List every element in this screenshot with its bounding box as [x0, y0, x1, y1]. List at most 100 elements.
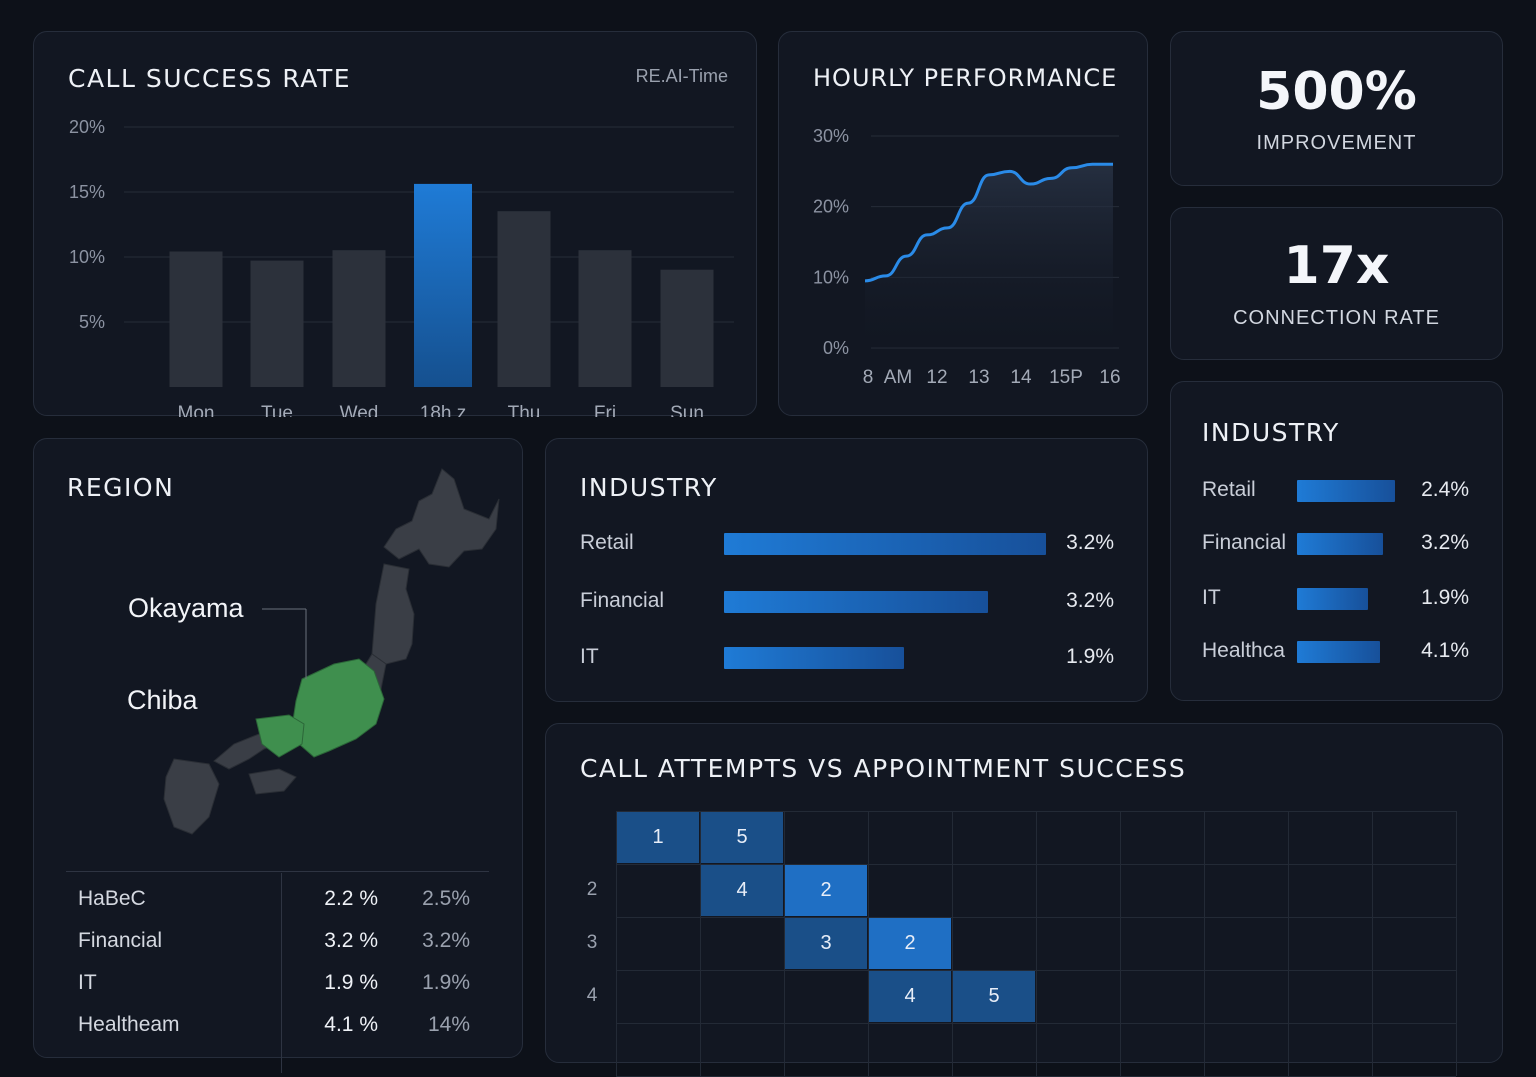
industry-right-name: Financial [1202, 531, 1287, 554]
kpi-improvement-value: 500% [1256, 62, 1417, 122]
x-tick-label: Mon [178, 403, 215, 417]
y-tick-label: 5% [79, 312, 105, 332]
industry-right-panel: INDUSTRY Retail 2.4% Financial 3.2% IT 1.9% He… [1170, 381, 1503, 701]
region-panel: REGION Okayama Chiba HaBeC 2.2 % 2.5% Finan… [33, 438, 523, 1073]
bar-wed[interactable] [332, 250, 386, 387]
bar-tue[interactable] [250, 260, 304, 387]
industry-mid-row[interactable]: Financial 3.2% [546, 589, 1147, 619]
hourly-line-chart: 0% 10% 20% 30% 8 AM 12 13 14 15P 16 [813, 126, 1121, 388]
industry-right-bar [1297, 641, 1380, 663]
performance-line[interactable] [864, 162, 1113, 283]
region-table-row[interactable]: HaBeC 2.2 % 2.5% [78, 887, 502, 927]
region-row-compare: 14% [427, 1013, 470, 1036]
bar-sun[interactable] [660, 269, 714, 387]
heatmap-cell[interactable]: 5 [701, 812, 783, 863]
industry-right-row[interactable]: Retail 2.4% [1171, 478, 1502, 508]
region-row-name: Financial [78, 929, 163, 952]
region-row-name: Healtheam [78, 1013, 180, 1036]
region-row-name: HaBeC [78, 887, 146, 910]
heatmap-cell[interactable]: 1 [617, 812, 699, 863]
region-table-row[interactable]: IT 1.9 % 1.9% [78, 971, 502, 1011]
bar-thu[interactable] [497, 211, 551, 387]
region-row-compare: 3.2% [422, 929, 470, 952]
heatmap-grid-line [616, 917, 1456, 918]
industry-mid-value: 3.2% [1066, 589, 1114, 612]
japan-map [163, 468, 500, 835]
region-row-value: 2.2 % [324, 887, 378, 910]
bar-mon[interactable] [169, 251, 223, 388]
industry-right-value: 1.9% [1421, 586, 1469, 609]
x-tick-label: Wed [340, 403, 379, 417]
bar-18h-z[interactable] [414, 183, 472, 387]
industry-mid-bar [724, 533, 1046, 555]
region-row-name: IT [78, 971, 97, 994]
heatmap-grid-line [1204, 811, 1205, 1076]
industry-right-row[interactable]: Healthca 4.1% [1171, 639, 1502, 669]
industry-right-row[interactable]: IT 1.9% [1171, 586, 1502, 616]
region-row-value: 3.2 % [324, 929, 378, 952]
industry-right-row[interactable]: Financial 3.2% [1171, 531, 1502, 561]
call-success-title: CALL SUCCESS RATE [68, 64, 352, 93]
industry-right-value: 3.2% [1421, 531, 1469, 554]
industry-right-value: 2.4% [1421, 478, 1469, 501]
heatmap-cell[interactable]: 3 [785, 918, 867, 969]
y-tick-label: 20% [69, 117, 105, 137]
heatmap-grid-line [616, 811, 617, 1076]
x-tick-label: 15P [1049, 367, 1083, 388]
heatmap-cell[interactable]: 2 [869, 918, 951, 969]
heatmap-grid-line [1288, 811, 1289, 1076]
shikoku-shape [248, 768, 297, 795]
region-label-chiba: Chiba [127, 685, 198, 715]
heatmap-cell[interactable]: 5 [953, 971, 1035, 1022]
industry-right-name: IT [1202, 586, 1221, 609]
industry-mid-bar [724, 591, 989, 613]
industry-right-title: INDUSTRY [1202, 418, 1340, 447]
hokkaido-shape [383, 468, 500, 568]
heatmap-cell[interactable]: 4 [701, 865, 783, 916]
y-tick-label: 20% [813, 197, 849, 217]
industry-mid-name: Retail [580, 531, 634, 554]
call-success-subtitle: RE.AI-Time [635, 66, 728, 86]
kyushu-shape [163, 758, 220, 835]
x-tick-label: 14 [1010, 367, 1032, 388]
industry-right-bar [1297, 480, 1395, 502]
heatmap-grid-line [616, 864, 1456, 865]
x-tick-label: Thu [508, 403, 541, 417]
industry-mid-row[interactable]: Retail 3.2% [546, 531, 1147, 561]
heatmap-grid-line [700, 811, 701, 1076]
kpi-connection-card: 17x CONNECTION RATE [1170, 207, 1503, 360]
x-tick-label: 18h z [420, 403, 466, 417]
industry-mid-panel: INDUSTRY Retail 3.2% Financial 3.2% IT 1.9% [545, 438, 1148, 702]
chubu-region-shape [255, 714, 305, 758]
x-tick-label: Tue [261, 403, 293, 417]
heatmap-row-label: 3 [586, 932, 598, 953]
kpi-connection-label: CONNECTION RATE [1233, 307, 1440, 329]
heatmap-grid-line [868, 811, 869, 1076]
region-row-value: 1.9 % [324, 971, 378, 994]
call-success-panel: CALL SUCCESS RATE RE.AI-Time 5% 10% 15% 20%… [33, 31, 757, 417]
y-tick-label: 0% [823, 338, 849, 358]
bar-fri[interactable] [578, 250, 632, 387]
region-table-divider [66, 871, 489, 872]
hourly-performance-title: HOURLY PERFORMANCE [813, 64, 1118, 92]
industry-right-value: 4.1% [1421, 639, 1469, 662]
region-table-row[interactable]: Financial 3.2 % 3.2% [78, 929, 502, 969]
industry-right-name: Healthca [1202, 639, 1285, 662]
heatmap-grid-line [952, 811, 953, 1076]
region-table-row[interactable]: Healtheam 4.1 % 14% [78, 1013, 502, 1053]
region-row-value: 4.1 % [324, 1013, 378, 1036]
heatmap-cell[interactable]: 2 [785, 865, 867, 916]
hourly-performance-panel: HOURLY PERFORMANCE 0% 10% 20% 30% 8 AM 12 13 14 1… [778, 31, 1148, 416]
x-tick-label: Sun [670, 403, 704, 417]
industry-mid-name: Financial [580, 589, 665, 612]
industry-mid-row[interactable]: IT 1.9% [546, 645, 1147, 675]
heatmap-grid-line [1120, 811, 1121, 1076]
heatmap-grid-line [616, 970, 1456, 971]
heatmap-cell[interactable]: 4 [869, 971, 951, 1022]
heatmap-title: CALL ATTEMPTS VS APPOINTMENT SUCCESS [580, 754, 1187, 783]
industry-mid-title: INDUSTRY [580, 473, 718, 502]
industry-right-name: Retail [1202, 478, 1256, 501]
heatmap-row-label: 4 [586, 985, 598, 1006]
honshu-north-shape [371, 563, 415, 665]
